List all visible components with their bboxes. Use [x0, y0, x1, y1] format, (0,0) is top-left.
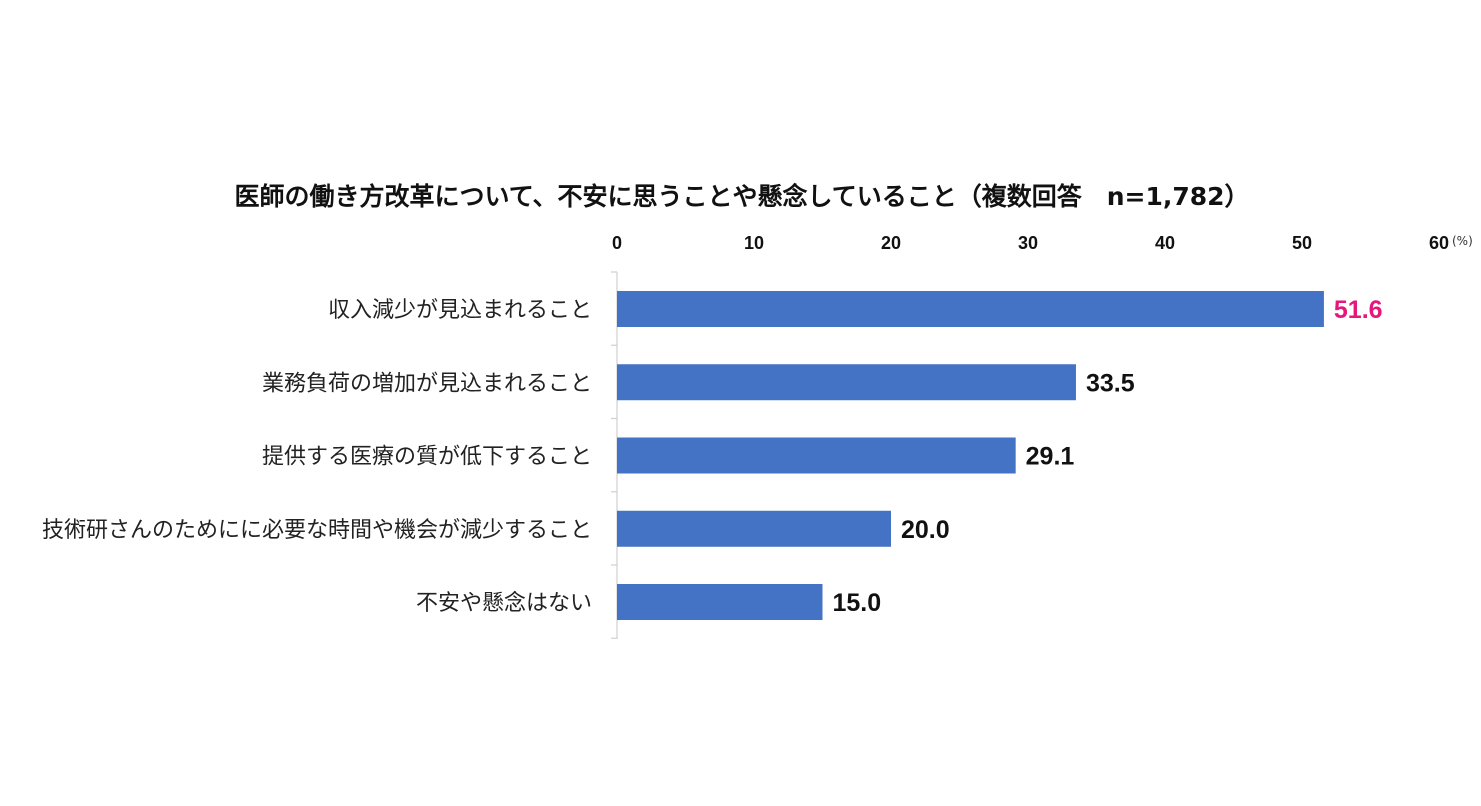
category-label: 技術研さんのためにに必要な時間や機会が減少すること — [42, 518, 592, 543]
value-label: 15.0 — [833, 589, 882, 617]
x-tick-label: 20 — [881, 233, 901, 253]
bar — [617, 510, 891, 547]
value-labels: 51.6 33.5 29.1 20.0 15.0 — [833, 296, 1383, 617]
bars-group — [617, 291, 1324, 620]
chart-title: 医師の働き方改革について、不安に思うことや懸念していること（複数回答 n=1,7… — [234, 182, 1249, 211]
x-tick-label: 60 — [1429, 233, 1449, 253]
category-labels: 収入減少が見込まれること業務負荷の増加が見込まれること提供する医療の質が低下する… — [42, 298, 592, 616]
x-axis-ticks: 0 10 20 30 40 50 60 — [612, 233, 1449, 253]
x-tick-label: 50 — [1292, 233, 1312, 253]
category-label: 不安や懸念はない — [416, 591, 592, 616]
x-axis-unit: (%) — [1452, 234, 1473, 248]
value-label: 29.1 — [1026, 443, 1075, 471]
category-label: 収入減少が見込まれること — [328, 298, 592, 323]
category-label: 提供する医療の質が低下すること — [262, 445, 592, 470]
value-label: 33.5 — [1086, 369, 1135, 397]
bar — [617, 584, 823, 620]
category-axis — [611, 271, 618, 639]
x-tick-label: 0 — [612, 233, 622, 253]
category-label: 業務負荷の増加が見込まれること — [262, 371, 592, 396]
bar — [617, 291, 1324, 327]
x-tick-label: 10 — [744, 233, 764, 253]
x-tick-label: 40 — [1155, 233, 1175, 253]
bar — [617, 437, 1016, 474]
value-label: 51.6 — [1334, 296, 1383, 324]
x-tick-label: 30 — [1018, 233, 1038, 253]
value-label: 20.0 — [901, 516, 950, 544]
bar — [617, 364, 1076, 401]
